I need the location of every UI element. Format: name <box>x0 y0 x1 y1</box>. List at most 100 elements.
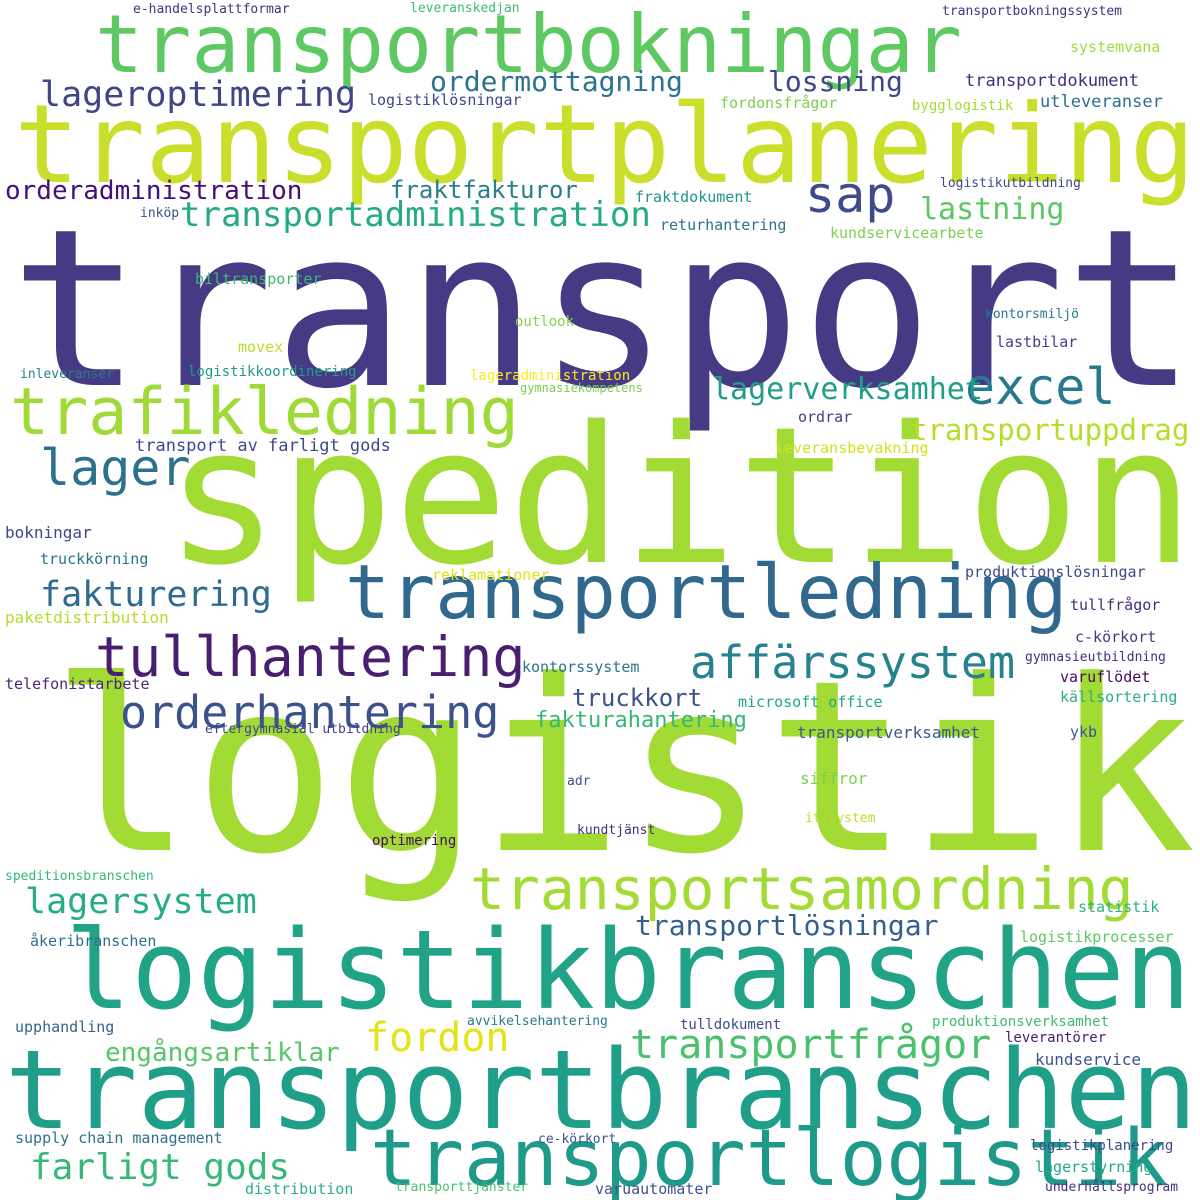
cloud-word: eftergymnasial utbildning <box>205 722 401 737</box>
cloud-word: logistikplanering <box>1030 1138 1174 1154</box>
cloud-word: logistikprocesser <box>1020 928 1174 946</box>
cloud-word: utleveranser <box>1040 92 1163 112</box>
cloud-word: ordermottagning <box>430 65 683 98</box>
cloud-word: kundservice <box>1035 1050 1141 1069</box>
cloud-word: sap <box>805 166 896 224</box>
cloud-word: lagerstyrning <box>1035 1158 1153 1176</box>
cloud-word: engångsartiklar <box>105 1038 340 1068</box>
cloud-word: it-system <box>805 811 876 826</box>
cloud-word: supply chain management <box>15 1129 223 1147</box>
cloud-word: källsortering <box>1060 688 1178 706</box>
cloud-word: avvikelsehantering <box>467 1014 608 1029</box>
cloud-word: logistikbranschen <box>65 906 1191 1034</box>
cloud-word: bokningar <box>5 523 92 542</box>
cloud-word: transportfrågor <box>630 1022 992 1068</box>
cloud-word: statistik <box>1078 898 1160 916</box>
cloud-word: transport <box>10 182 1197 437</box>
cloud-word: affärssystem <box>690 636 1016 689</box>
cloud-word: varuflödet <box>1060 668 1151 686</box>
cloud-word: biltransporter <box>195 270 322 288</box>
cloud-word: bygglogistik <box>912 98 1014 114</box>
cloud-word: logistiklösningar <box>368 91 522 109</box>
cloud-word: fakturering <box>40 575 272 615</box>
cloud-word: outlook <box>515 314 575 330</box>
cloud-word: lastbilar <box>996 333 1078 351</box>
cloud-word: fakturahantering <box>535 708 747 733</box>
cloud-word: transportverksamhet <box>797 723 981 742</box>
cloud-word: microsoft office <box>738 693 883 711</box>
cloud-word: transport av farligt gods <box>135 436 391 456</box>
cloud-word: leverantörer <box>1005 1030 1107 1046</box>
cloud-word: varuautomater <box>595 1180 713 1198</box>
cloud-word: transporttjänster <box>395 1180 529 1195</box>
cloud-word: produktionsverksamhet <box>932 1014 1110 1030</box>
cloud-word: truckkörning <box>40 550 149 568</box>
cloud-word: kontorssystem <box>522 658 640 676</box>
cloud-word: tullhantering <box>95 625 526 689</box>
cloud-word: speditionsbranschen <box>5 869 154 884</box>
cloud-word: transportdokument <box>965 71 1139 91</box>
cloud-word: tulldokument <box>680 1017 782 1033</box>
cloud-word: lageradministration <box>470 368 631 384</box>
cloud-word: kontorsmiljö <box>985 307 1079 322</box>
cloud-word: systemvana <box>1070 38 1161 56</box>
cloud-word: logistik <box>50 630 1197 907</box>
cloud-word: excel <box>965 358 1116 416</box>
cloud-word: telefonistarbete <box>5 675 150 693</box>
cloud-word: transportsamordning <box>470 855 1134 923</box>
cloud-word: gymnasieutbildning <box>1025 650 1166 665</box>
cloud-word: lagersystem <box>25 882 257 922</box>
cloud-word: fraktfakturor <box>390 176 578 204</box>
cloud-word: lastning <box>920 192 1065 227</box>
cloud-word: orderadministration <box>5 176 303 206</box>
cloud-word: transportadministration <box>180 195 651 235</box>
cloud-word: transportlogistik <box>370 1114 1169 1200</box>
cloud-word: inköp <box>140 206 180 221</box>
cloud-word: transportlösningar <box>635 909 939 942</box>
cloud-word: distribution <box>245 1180 354 1198</box>
cloud-word: optimering <box>372 833 457 849</box>
cloud-word: c-körkort <box>1075 628 1157 646</box>
cloud-word: transportledning <box>345 548 1068 636</box>
cloud-word: lossning <box>768 65 903 98</box>
cloud-word: movex <box>238 338 284 356</box>
cloud-word: tullfrågor <box>1070 596 1161 614</box>
cloud-word: transportbranschen <box>5 1026 1198 1154</box>
cloud-word: lager <box>40 439 191 497</box>
cloud-word: adr <box>567 774 591 789</box>
cloud-word: transportuppdrag <box>910 413 1190 447</box>
cloud-word: logistikkoordinering <box>188 364 357 380</box>
cloud-word: kundservicearbete <box>830 224 984 242</box>
cloud-word: åkeribranschen <box>30 932 157 950</box>
cloud-word: leveransbevakning <box>775 439 929 457</box>
cloud-word: spedition <box>165 386 1195 607</box>
cloud-word: reklamationer <box>432 566 550 584</box>
cloud-word: e-handelsplattformar <box>133 2 290 17</box>
cloud-word: transportplanering <box>14 81 1196 208</box>
cloud-word: fordon <box>365 1015 510 1061</box>
cloud-word: produktionslösningar <box>965 563 1146 581</box>
cloud-word: logistikutbildning <box>940 176 1081 191</box>
cloud-word: ordrar <box>798 408 853 426</box>
cloud-word: returhantering <box>660 216 787 234</box>
cloud-word: gymnasiekompetens <box>520 381 643 395</box>
cloud-word: lageroptimering <box>40 75 357 115</box>
cloud-word: trafikledning <box>10 375 519 450</box>
cloud-word: ce-körkort <box>538 1132 617 1147</box>
cloud-word: truckkort <box>572 684 703 712</box>
cloud-word: lagerverksamhet <box>712 372 983 407</box>
cloud-word: upphandling <box>15 1018 115 1036</box>
cloud-word: fraktdokument <box>635 188 753 206</box>
cloud-word: ykb <box>1070 723 1098 741</box>
cloud-word: fordonsfrågor <box>720 94 838 112</box>
cloud-word: leveranskedjan <box>410 1 520 16</box>
cloud-word: transportbokningar <box>95 0 962 91</box>
cloud-word: inleveranser <box>20 367 114 382</box>
cloud-word: farligt gods <box>30 1147 291 1188</box>
cloud-word: paketdistribution <box>5 608 169 627</box>
cloud-word: transportbokningssystem <box>942 4 1123 19</box>
cloud-word: orderhantering <box>120 686 500 739</box>
cloud-word: siffror <box>800 769 868 788</box>
cloud-word: kundtjänst <box>577 823 656 838</box>
